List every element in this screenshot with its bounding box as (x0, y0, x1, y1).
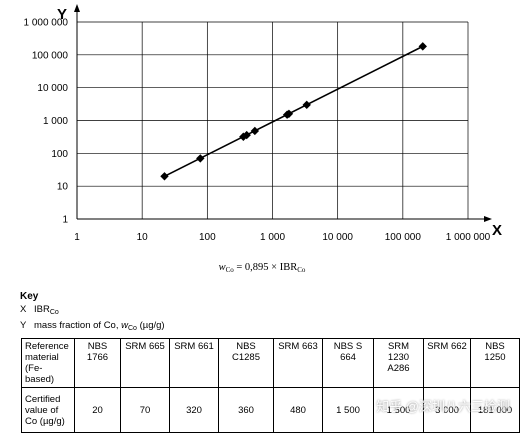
y-tick-label: 100 000 (32, 50, 69, 61)
key-x-text: IBRCo (34, 303, 59, 319)
x-tick-label: 10 (137, 232, 149, 243)
x-tick-label: 10 000 (322, 232, 353, 243)
y-tick-label: 100 (51, 149, 68, 160)
material-cell: SRM 665 (120, 338, 170, 388)
material-cell: NBS C1285 (218, 338, 274, 388)
key-x-subscript: Co (49, 309, 59, 316)
formula-variable: w (218, 262, 226, 273)
x-tick-label: 100 000 (385, 232, 422, 243)
y-axis-arrow (74, 4, 80, 12)
fit-line-group (164, 45, 424, 177)
key-y-variable-subscript: Co (128, 325, 137, 332)
x-tick-label: 1 (74, 232, 80, 243)
key-x-row: X IBRCo (20, 303, 165, 319)
data-point (302, 100, 311, 110)
y-tick-label: 10 (57, 182, 69, 193)
reference-materials-table: Reference material (Fe-based) NBS 1766 SR… (21, 338, 520, 433)
y-tick-label: 1 (62, 215, 68, 226)
formula-expression: = 0,895 × IBR (233, 262, 298, 273)
key-y-text: mass fraction of Co, wCo (µg/g) (34, 319, 165, 335)
y-tick-label: 1 000 000 (24, 18, 69, 29)
key-y-label: mass fraction of Co, (34, 320, 122, 331)
key-x-symbol: X (20, 304, 27, 315)
regression-formula: wCo = 0,895 × IBRCo (0, 262, 524, 274)
y-tick-label: 10 000 (37, 83, 68, 94)
material-cell: SRM 662 (423, 338, 471, 388)
x-axis-arrow (484, 216, 492, 222)
watermark: 知乎 @深圳八六三检测 (376, 399, 510, 414)
value-cell: 360 (218, 387, 274, 433)
material-cell: NBS 1250 (470, 338, 520, 388)
material-cell: SRM 1230 A286 (373, 338, 424, 388)
material-cell: NBS S 664 (322, 338, 374, 388)
value-cell: 20 (74, 387, 121, 433)
x-tick-label: 1 000 000 (446, 232, 491, 243)
key-y-symbol: Y (20, 320, 27, 331)
value-cell: 480 (273, 387, 323, 433)
x-axis-label: X (492, 222, 502, 239)
value-cell: 320 (169, 387, 219, 433)
calibration-chart: 1 10 100 1 000 10 000 100 000 1 000 000 1 10 100… (24, 4, 502, 243)
x-tick-label: 1 000 (260, 232, 285, 243)
material-cell: SRM 661 (169, 338, 219, 388)
data-point (160, 172, 169, 181)
material-cell: SRM 663 (273, 338, 323, 388)
key-block: Key X IBRCo Y mass fraction of Co, wCo (… (20, 290, 165, 335)
row-header-material: Reference material (Fe-based) (21, 338, 75, 388)
data-point (250, 126, 260, 136)
key-y-unit: (µg/g) (136, 320, 165, 331)
value-cell: 1 500 (322, 387, 374, 433)
table-row-materials: Reference material (Fe-based) NBS 1766 SR… (21, 338, 520, 388)
data-point (284, 109, 294, 118)
chart-grid (76, 21, 469, 220)
data-point (196, 154, 205, 163)
data-point (242, 130, 251, 140)
value-cell: 3 000 (423, 387, 471, 433)
fit-line (164, 45, 424, 177)
value-cell: 70 (120, 387, 170, 433)
chart-axes (74, 4, 492, 222)
key-y-variable: w (121, 320, 128, 331)
y-tick-labels: 1 10 100 1 000 10 000 100 000 1 000 000 (24, 18, 69, 226)
x-tick-label: 100 (199, 232, 216, 243)
formula-expression-subscript: Co (297, 266, 306, 274)
x-tick-labels: 1 10 100 1 000 10 000 100 000 1 000 000 (74, 232, 490, 243)
data-point (418, 42, 427, 51)
row-header-value: Certified value of Co (µg/g) (21, 387, 75, 433)
y-axis-label: Y (57, 6, 67, 23)
key-title: Key (20, 291, 39, 302)
key-x-label: IBR (34, 304, 50, 315)
key-y-row: Y mass fraction of Co, wCo (µg/g) (20, 319, 165, 335)
material-cell: NBS 1766 (74, 338, 121, 388)
value-cell: 181 000 (470, 387, 520, 433)
formula-variable-subscript: Co (225, 266, 234, 274)
y-tick-label: 1 000 (43, 116, 68, 127)
data-points (160, 42, 427, 181)
